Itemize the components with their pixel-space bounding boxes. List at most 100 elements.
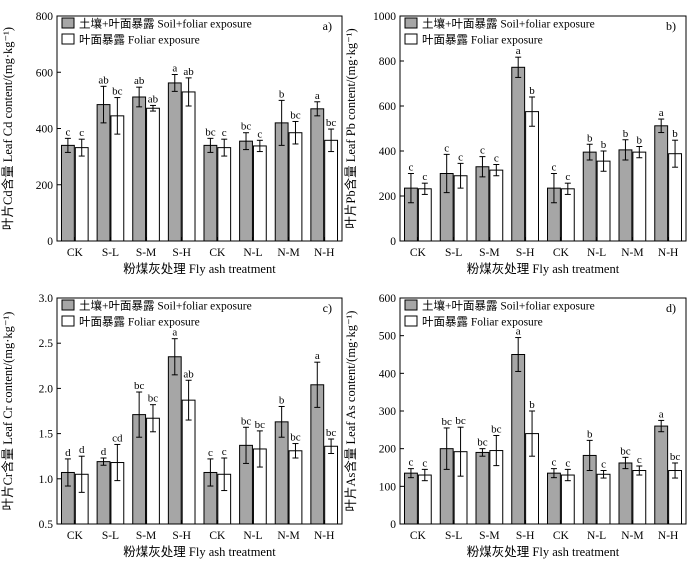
significance-label: b: [637, 135, 643, 147]
x-tick-label: S-M: [479, 530, 499, 542]
significance-label: bc: [241, 415, 252, 427]
y-tick-label: 600: [36, 67, 54, 79]
legend-swatch: [61, 33, 75, 45]
legend-swatch: [404, 299, 418, 311]
significance-label: bc: [477, 437, 488, 449]
y-tick-label: 0: [390, 236, 396, 248]
x-tick-label: S-M: [479, 247, 499, 259]
y-tick-label: 200: [379, 444, 397, 456]
significance-label: ab: [183, 368, 194, 380]
legend-swatch: [61, 315, 75, 327]
y-tick-label: 0: [47, 236, 53, 248]
significance-label: ab: [148, 93, 159, 105]
significance-label: bc: [441, 416, 452, 428]
x-tick-label: N-M: [277, 247, 299, 259]
y-tick-label: 400: [36, 124, 54, 136]
legend-label: 叶面暴露 Foliar exposure: [422, 34, 543, 47]
significance-label: b: [279, 394, 285, 406]
significance-label: c: [408, 162, 413, 174]
significance-label: bc: [112, 86, 123, 98]
panel-tag: c): [323, 301, 332, 315]
significance-label: b: [587, 428, 593, 440]
bar-soil-foliar: [654, 425, 669, 525]
x-tick-label: S-L: [445, 530, 462, 542]
x-tick-label: N-M: [621, 530, 643, 542]
significance-label: bc: [326, 427, 337, 439]
x-axis-title: 粉煤灰处理 Fly ash treatment: [467, 261, 620, 276]
significance-label: ab: [134, 75, 145, 87]
x-tick-label: CK: [209, 530, 226, 542]
x-tick-label: CK: [410, 530, 427, 542]
bar-foliar: [181, 91, 196, 242]
significance-label: b: [587, 132, 593, 144]
significance-label: a: [516, 45, 521, 57]
significance-label: c: [422, 171, 427, 183]
significance-label: b: [601, 139, 607, 151]
legend-label: 土壤+叶面暴露 Soil+foliar exposure: [79, 299, 252, 313]
significance-label: ab: [183, 66, 194, 78]
significance-label: c: [422, 457, 427, 469]
x-tick-label: S-H: [172, 247, 191, 259]
x-tick-label: N-L: [243, 247, 262, 259]
y-tick-label: 600: [379, 293, 397, 305]
significance-label: c: [208, 447, 213, 459]
significance-label: c: [551, 162, 556, 174]
significance-label: b: [623, 128, 629, 140]
significance-label: c: [494, 153, 499, 165]
x-tick-label: S-H: [172, 530, 191, 542]
legend-swatch: [61, 299, 75, 311]
bar-foliar: [288, 450, 303, 525]
significance-label: ab: [98, 74, 109, 86]
significance-label: a: [315, 90, 320, 102]
significance-label: bc: [290, 109, 301, 121]
x-axis-title: 粉煤灰处理 Fly ash treatment: [467, 544, 620, 559]
significance-label: c: [551, 457, 556, 469]
bar-foliar: [74, 147, 89, 242]
significance-label: bc: [670, 451, 681, 463]
bar-soil-foliar: [475, 451, 490, 525]
x-tick-label: S-H: [516, 247, 535, 259]
bar-foliar: [324, 445, 339, 525]
significance-label: d: [79, 444, 85, 456]
y-axis-title: 叶片Pb含量 Leaf Pb content/(mg·kg⁻¹): [343, 28, 358, 228]
legend-swatch: [61, 17, 75, 29]
significance-label: c: [222, 446, 227, 458]
legend-label: 土壤+叶面暴露 Soil+foliar exposure: [422, 299, 595, 313]
bar-soil-foliar: [404, 472, 418, 525]
significance-label: bc: [290, 432, 301, 444]
panel-tag: d): [666, 301, 676, 315]
bar-soil-foliar: [618, 462, 633, 525]
bar-foliar: [596, 160, 611, 242]
legend-label: 叶面暴露 Foliar exposure: [422, 316, 543, 329]
significance-label: bc: [241, 121, 252, 133]
y-axis-title: 叶片Cr含量 Leaf Cr content/(mg·kg⁻¹): [0, 312, 15, 511]
bar-soil-foliar: [582, 151, 597, 242]
significance-label: c: [408, 457, 413, 469]
significance-label: a: [516, 326, 521, 338]
significance-label: c: [458, 151, 463, 163]
bar-foliar: [324, 139, 339, 242]
bar-foliar: [146, 107, 160, 242]
bar-soil-foliar: [475, 166, 490, 242]
x-tick-label: CK: [67, 530, 84, 542]
bar-soil-foliar: [96, 104, 111, 242]
bar-foliar: [217, 147, 232, 242]
y-tick-label: 3.0: [39, 293, 54, 305]
bar-foliar: [288, 132, 303, 242]
x-tick-label: CK: [67, 247, 84, 259]
significance-label: bc: [148, 393, 159, 405]
bar-soil-foliar: [618, 149, 633, 242]
x-tick-label: N-M: [621, 247, 643, 259]
y-tick-label: 800: [379, 56, 397, 68]
panel-tag: a): [323, 19, 332, 33]
significance-label: c: [79, 127, 84, 139]
y-tick-label: 1.0: [39, 474, 54, 486]
legend-label: 土壤+叶面暴露 Soil+foliar exposure: [79, 17, 252, 31]
bar-foliar: [596, 473, 611, 525]
significance-label: bc: [255, 419, 266, 431]
bar-foliar: [489, 169, 504, 242]
x-axis-title: 粉煤灰处理 Fly ash treatment: [123, 261, 276, 276]
significance-label: bc: [620, 445, 631, 457]
x-tick-label: S-L: [102, 247, 119, 259]
